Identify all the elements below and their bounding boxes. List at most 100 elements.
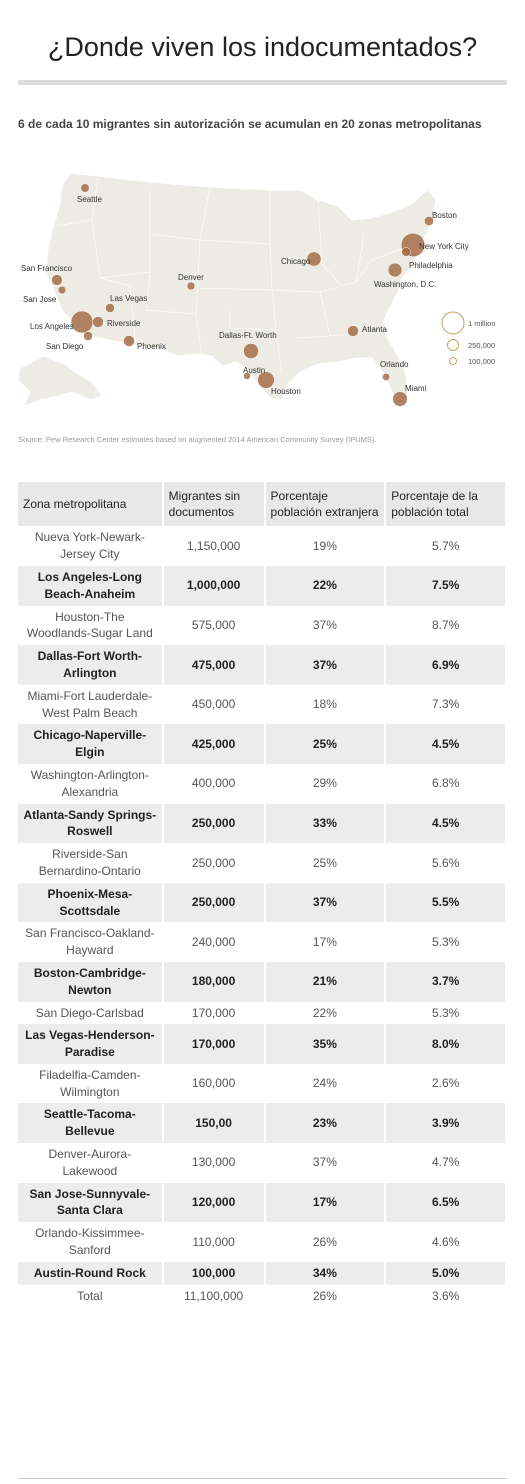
table-row: San Francisco-Oakland-Hayward 240,000 17% 5… <box>18 922 507 962</box>
metro-name: Las Vegas-Henderson-Paradise <box>18 1024 164 1064</box>
city-bubble <box>123 335 135 347</box>
city-label: Miami <box>405 384 427 393</box>
title-rule <box>18 80 507 85</box>
city-label: Atlanta <box>362 325 387 334</box>
city-label: San Jose <box>23 295 57 304</box>
table-row: San Jose-Sunnyvale-Santa Clara 120,000 17%… <box>18 1182 507 1223</box>
cell: 21% <box>264 961 387 1002</box>
header-row: Zona metropolitana Migrantes sin document… <box>18 482 507 527</box>
cell: 450,000 <box>162 684 266 725</box>
city-label: Los Angeles <box>30 322 74 331</box>
metro-name: San Jose-Sunnyvale-Santa Clara <box>18 1182 164 1223</box>
metro-name: San Diego-Carlsbad <box>18 1001 164 1025</box>
cell: 2.6% <box>385 1063 507 1104</box>
table-body: Nueva York-Newark-Jersey City 1,150,000 19… <box>18 526 507 1308</box>
city-bubble <box>243 372 251 380</box>
us-mainland <box>45 172 437 405</box>
city-label: Riverside <box>107 319 141 328</box>
metro-name: San Francisco-Oakland-Hayward <box>18 922 164 962</box>
cell: 5.3% <box>385 922 507 962</box>
city-bubble <box>243 343 259 359</box>
title: ¿Donde viven los indocumentados? <box>47 32 478 62</box>
metro-name: Miami-Fort Lauderdale-West Palm Beach <box>18 684 164 725</box>
city-bubble <box>387 262 403 278</box>
cell: 35% <box>264 1024 387 1064</box>
cell: 26% <box>264 1284 387 1308</box>
metro-name: Filadelfia-Camden-Wilmington <box>18 1063 164 1104</box>
table-row: Denver-Aurora-Lakewood 130,000 37% 4.7% <box>18 1143 507 1183</box>
city-label: Dallas-Ft. Worth <box>219 331 277 340</box>
column-header: Porcentaje de la población total <box>385 482 507 527</box>
cell: 250,000 <box>162 843 266 883</box>
city-label: Phoenix <box>137 342 166 351</box>
column-header: Migrantes sin documentos <box>162 482 266 527</box>
cell: 37% <box>264 882 387 923</box>
city-label: Washington, D.C. <box>374 280 436 289</box>
cell: 240,000 <box>162 922 266 962</box>
metro-name: Dallas-Fort Worth-Arlington <box>18 645 164 685</box>
metro-name: Houston-The Woodlands-Sugar Land <box>18 605 164 646</box>
column-header: Zona metropolitana <box>18 482 164 527</box>
cell: 250,000 <box>162 882 266 923</box>
table-row: Phoenix-Mesa-Scottsdale 250,000 37% 5.5% <box>18 882 507 923</box>
city-bubble <box>51 274 63 286</box>
cell: 3.7% <box>385 961 507 1002</box>
table-row: Austin-Round Rock 100,000 34% 5.0% <box>18 1261 507 1285</box>
city-bubble <box>424 216 434 226</box>
legend-bubble <box>441 311 465 335</box>
city-bubble <box>57 285 67 295</box>
table: Zona metropolitana Migrantes sin document… <box>18 482 507 1308</box>
cell: 575,000 <box>162 605 266 646</box>
footer-rule <box>18 1478 507 1479</box>
cell: 1,150,000 <box>162 526 266 566</box>
legend: 1 million 250,000 100,000 <box>441 311 496 366</box>
table-row: Boston-Cambridge-Newton 180,000 21% 3.7% <box>18 961 507 1002</box>
table-row: Filadelfia-Camden-Wilmington 160,000 24% 2.… <box>18 1063 507 1104</box>
city-label: Las Vegas <box>110 294 147 303</box>
city-bubble <box>401 247 411 257</box>
cell: 18% <box>264 684 387 725</box>
cell: 8.0% <box>385 1024 507 1064</box>
table-row: Miami-Fort Lauderdale-West Palm Beach 450… <box>18 684 507 725</box>
cell: 180,000 <box>162 961 266 1002</box>
cell: 250,000 <box>162 803 266 844</box>
city-bubble <box>257 371 275 389</box>
cell: 5.6% <box>385 843 507 883</box>
cell: 22% <box>264 1001 387 1025</box>
cell: 110,000 <box>162 1222 266 1262</box>
city-label: Boston <box>432 211 457 220</box>
cell: 130,000 <box>162 1143 266 1183</box>
metro-name: Boston-Cambridge-Newton <box>18 961 164 1002</box>
cell: 170,000 <box>162 1024 266 1064</box>
city-label: Austin <box>243 366 265 375</box>
table-row: Las Vegas-Henderson-Paradise 170,000 35% 8.… <box>18 1024 507 1064</box>
metro-name: Total <box>18 1284 164 1308</box>
legend-label: 250,000 <box>468 341 495 350</box>
legend-bubble <box>449 357 457 365</box>
cell: 3.6% <box>385 1284 507 1308</box>
cell: 6.5% <box>385 1182 507 1223</box>
cell: 120,000 <box>162 1182 266 1223</box>
cell: 37% <box>264 1143 387 1183</box>
city-bubble <box>80 183 90 193</box>
city-labels: Seattle San Francisco San Jose Las Vegas Los… <box>21 195 469 396</box>
cell: 4.5% <box>385 803 507 844</box>
metro-name: Phoenix-Mesa-Scottsdale <box>18 882 164 923</box>
subtitle: 6 de cada 10 migrantes sin autorización … <box>18 117 482 131</box>
metro-name: Denver-Aurora-Lakewood <box>18 1143 164 1183</box>
city-label: Chicago <box>281 257 311 266</box>
cell: 37% <box>264 645 387 685</box>
cell: 4.7% <box>385 1143 507 1183</box>
cell: 5.3% <box>385 1001 507 1025</box>
state-lines <box>55 175 405 375</box>
cell: 37% <box>264 605 387 646</box>
legend-label: 100,000 <box>468 357 495 366</box>
cell: 8.7% <box>385 605 507 646</box>
city-bubble <box>92 316 104 328</box>
city-label: Orlando <box>380 360 409 369</box>
table-row: Orlando-Kissimmee-Sanford 110,000 26% 4.6% <box>18 1222 507 1262</box>
metro-name: Atlanta-Sandy Springs-Roswell <box>18 803 164 844</box>
cell: 475,000 <box>162 645 266 685</box>
cell: 6.8% <box>385 763 507 804</box>
city-bubble <box>382 373 390 381</box>
